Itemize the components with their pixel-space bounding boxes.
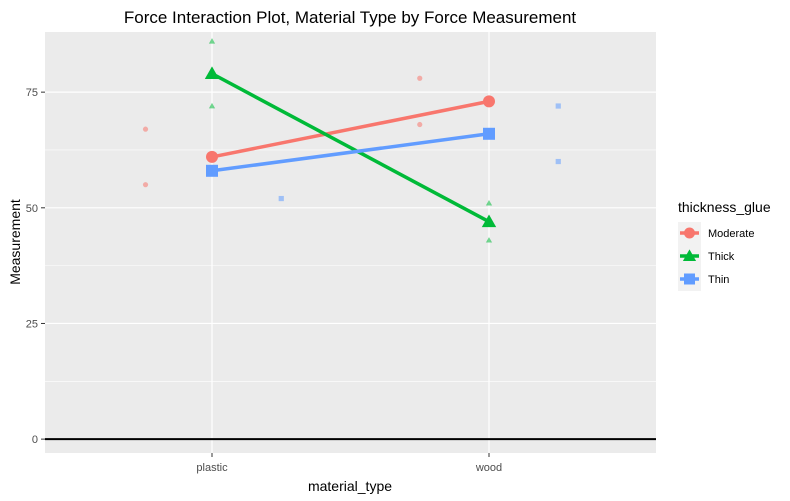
- data-point-moderate: [417, 75, 423, 81]
- data-point-thin: [555, 158, 561, 165]
- mean-line-moderate: [211, 99, 490, 159]
- data-point-thick: [208, 102, 216, 109]
- y-axis-title: Measurement: [7, 199, 23, 285]
- legend-label-thick: Thick: [708, 251, 735, 263]
- mean-lines: [211, 72, 490, 224]
- legend: Moderate Thick Thin: [678, 222, 754, 291]
- mean-point-thin: [206, 164, 218, 177]
- mean-point-moderate: [483, 95, 495, 108]
- data-point-moderate: [142, 126, 149, 132]
- legend-title: thickness_glue: [678, 199, 771, 215]
- mean-line-thick: [211, 72, 490, 224]
- legend-key-marker-thick: [682, 249, 697, 261]
- plot-panel: [45, 32, 656, 453]
- raw-data-points: [142, 38, 561, 243]
- y-tick-label: 0: [32, 434, 38, 446]
- x-axis-title: material_type: [308, 478, 392, 494]
- mean-point-thick: [204, 66, 220, 80]
- legend-key-marker-moderate: [684, 227, 695, 239]
- data-point-thick: [485, 237, 493, 243]
- legend-key-marker-thin: [684, 273, 695, 285]
- y-tick-label: 25: [26, 318, 38, 330]
- data-point-moderate: [142, 182, 149, 188]
- legend-label-thin: Thin: [708, 274, 729, 286]
- data-point-thin: [278, 195, 284, 202]
- mean-markers: [204, 66, 497, 228]
- x-tick-label: plastic: [196, 462, 228, 474]
- chart-title: Force Interaction Plot, Material Type by…: [124, 8, 577, 27]
- y-tick-label: 75: [26, 87, 38, 99]
- y-tick-label: 50: [26, 203, 38, 215]
- mean-line-thin: [211, 132, 490, 173]
- legend-label-moderate: Moderate: [708, 228, 754, 240]
- mean-point-thin: [483, 127, 495, 140]
- data-point-thick: [208, 38, 216, 44]
- x-tick-label: wood: [475, 462, 502, 474]
- axis-ticks: 0 25 50 75 plastic wood: [26, 87, 502, 474]
- data-point-thin: [555, 103, 561, 109]
- data-point-thick: [485, 200, 493, 206]
- mean-point-moderate: [206, 150, 218, 163]
- data-point-moderate: [417, 121, 423, 128]
- mean-point-thick: [481, 214, 497, 228]
